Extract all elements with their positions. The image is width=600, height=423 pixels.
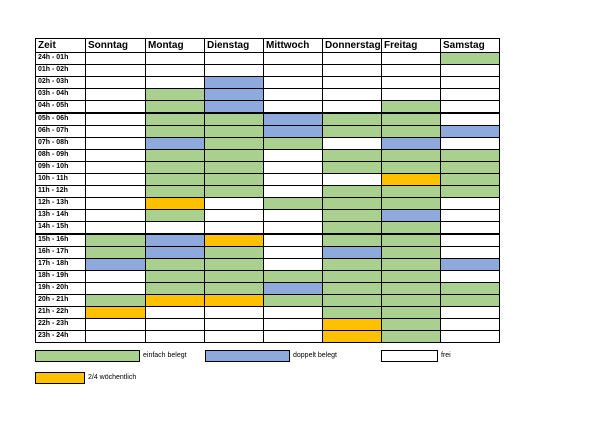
time-label: 23h - 24h <box>35 330 86 344</box>
slot-cell <box>204 330 264 344</box>
legend-swatch <box>381 350 438 362</box>
header-cell: Zeit <box>35 38 86 53</box>
header-cell: Sonntag <box>85 38 146 53</box>
header-cell: Dienstag <box>204 38 264 53</box>
legend-label: 2/4 wöchentlich <box>88 374 137 381</box>
legend-swatch <box>35 372 85 384</box>
legend-swatch <box>205 350 290 362</box>
legend-label: doppelt belegt <box>293 352 337 359</box>
slot-cell <box>322 330 382 344</box>
slot-cell <box>440 330 500 344</box>
legend-swatch <box>35 350 140 362</box>
header-cell: Montag <box>145 38 205 53</box>
header-cell: Freitag <box>381 38 441 53</box>
header-cell: Samstag <box>440 38 500 53</box>
header-cell: Mittwoch <box>263 38 323 53</box>
slot-cell <box>85 330 146 344</box>
legend-label: einfach belegt <box>143 352 187 359</box>
legend-label: frei <box>441 352 451 359</box>
slot-cell <box>381 330 441 344</box>
header-cell: Donnerstag <box>322 38 382 53</box>
slot-cell <box>263 330 323 344</box>
slot-cell <box>145 330 205 344</box>
